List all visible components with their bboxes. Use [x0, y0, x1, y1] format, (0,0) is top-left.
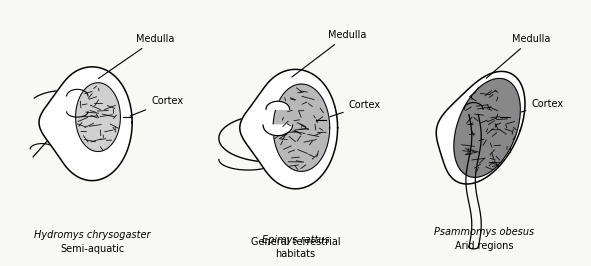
Text: Cortex: Cortex [508, 99, 563, 116]
Text: Arid regions: Arid regions [455, 242, 514, 251]
Text: Medulla: Medulla [99, 34, 175, 78]
Text: Hydromys chrysogaster: Hydromys chrysogaster [34, 230, 150, 239]
Text: Epimys rattus: Epimys rattus [262, 235, 329, 245]
Polygon shape [240, 69, 337, 189]
Text: Cortex: Cortex [323, 100, 381, 119]
Text: Psammomys obesus: Psammomys obesus [434, 227, 534, 237]
Text: Cortex: Cortex [130, 96, 183, 116]
Polygon shape [263, 125, 293, 136]
Text: Medulla: Medulla [292, 30, 366, 77]
Polygon shape [436, 71, 525, 184]
Polygon shape [273, 84, 330, 171]
Text: Medulla: Medulla [486, 34, 551, 78]
Polygon shape [266, 101, 290, 109]
Text: Semi-aquatic: Semi-aquatic [60, 244, 124, 254]
Text: General terrestrial
habitats: General terrestrial habitats [251, 237, 340, 259]
Polygon shape [39, 67, 132, 181]
Polygon shape [454, 78, 520, 177]
Polygon shape [76, 83, 121, 152]
